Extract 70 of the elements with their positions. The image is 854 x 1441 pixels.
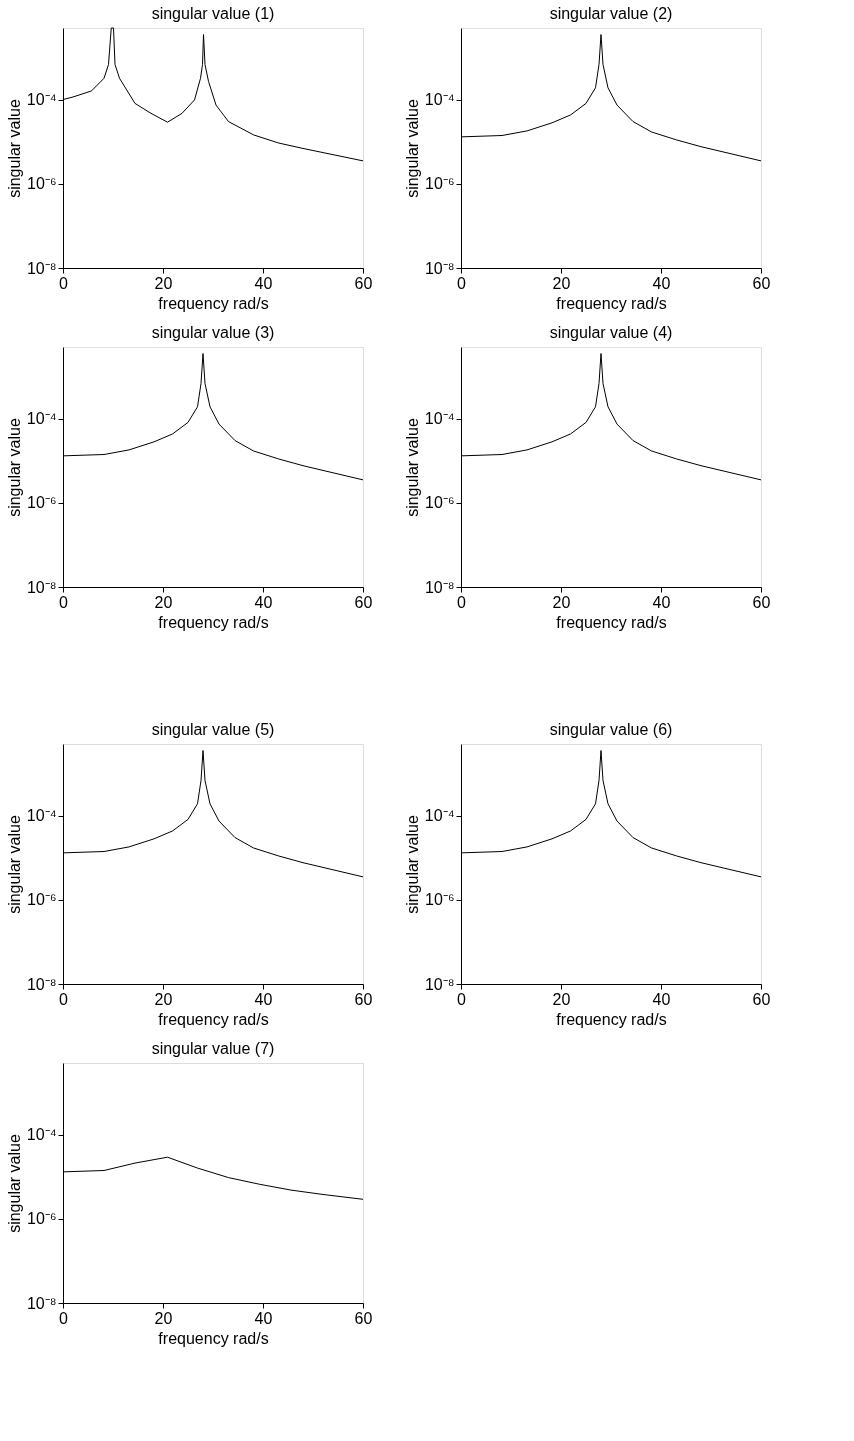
- x-tick-label: 60: [354, 1309, 373, 1327]
- y-tick-label: 10⁻⁸: [424, 578, 455, 596]
- x-tick-label: 40: [254, 990, 273, 1008]
- x-axis-title: frequency rad/s: [158, 294, 269, 312]
- y-tick-label: 10⁻⁴: [26, 91, 57, 109]
- x-axis-title: frequency rad/s: [158, 1010, 269, 1028]
- x-tick-label: 40: [254, 593, 273, 611]
- y-tick-label: 10⁻⁴: [26, 410, 57, 428]
- y-tick-label: 10⁻⁸: [26, 259, 57, 277]
- chart-title: singular value (7): [151, 1040, 275, 1057]
- y-tick-label: 10⁻⁶: [425, 494, 455, 512]
- y-tick-label: 10⁻⁴: [26, 1126, 57, 1144]
- y-axis-title: singular value: [5, 418, 23, 517]
- y-tick-label: 10⁻⁶: [425, 891, 455, 909]
- y-axis-title: singular value: [5, 99, 23, 198]
- x-tick-label: 0: [59, 593, 69, 611]
- x-tick-label: 0: [59, 990, 69, 1008]
- chart-title: singular value (6): [549, 721, 673, 738]
- y-axis-title: singular value: [403, 815, 421, 914]
- y-axis-title: singular value: [403, 99, 421, 198]
- x-tick-label: 60: [752, 274, 771, 292]
- x-tick-label: 40: [254, 274, 273, 292]
- x-tick-label: 40: [652, 274, 671, 292]
- chart-title: singular value (3): [151, 324, 275, 341]
- chart-title: singular value (2): [549, 5, 673, 22]
- x-tick-label: 20: [154, 274, 173, 292]
- x-tick-label: 60: [752, 593, 771, 611]
- x-axis-title: frequency rad/s: [556, 613, 667, 631]
- x-tick-label: 0: [457, 274, 467, 292]
- y-tick-label: 10⁻⁶: [27, 1210, 57, 1228]
- x-tick-label: 40: [652, 593, 671, 611]
- y-axis-title: singular value: [5, 1134, 23, 1233]
- y-tick-label: 10⁻⁶: [27, 175, 57, 193]
- x-axis-title: frequency rad/s: [158, 613, 269, 631]
- y-tick-label: 10⁻⁶: [27, 494, 57, 512]
- x-axis-title: frequency rad/s: [556, 1010, 667, 1028]
- x-tick-label: 20: [552, 593, 571, 611]
- x-tick-label: 0: [59, 274, 69, 292]
- x-tick-label: 40: [254, 1309, 273, 1327]
- x-tick-label: 60: [354, 593, 373, 611]
- chart-title: singular value (5): [151, 721, 275, 738]
- x-tick-label: 60: [354, 990, 373, 1008]
- y-tick-label: 10⁻⁶: [425, 175, 455, 193]
- y-tick-label: 10⁻⁴: [26, 807, 57, 825]
- x-tick-label: 20: [154, 1309, 173, 1327]
- y-tick-label: 10⁻⁸: [424, 259, 455, 277]
- y-tick-label: 10⁻⁶: [27, 891, 57, 909]
- y-tick-label: 10⁻⁴: [424, 91, 455, 109]
- chart-title: singular value (4): [549, 324, 673, 341]
- chart-title: singular value (1): [151, 4, 275, 22]
- x-axis-title: frequency rad/s: [158, 1329, 269, 1347]
- y-tick-label: 10⁻⁴: [424, 410, 455, 428]
- x-tick-label: 60: [752, 990, 771, 1008]
- y-tick-label: 10⁻⁸: [26, 578, 57, 596]
- x-axis-title: frequency rad/s: [556, 294, 667, 312]
- x-tick-label: 20: [552, 274, 571, 292]
- x-tick-label: 0: [457, 990, 467, 1008]
- y-axis-title: singular value: [5, 815, 23, 914]
- y-tick-label: 10⁻⁸: [26, 1294, 57, 1312]
- x-tick-label: 20: [154, 593, 173, 611]
- x-tick-label: 20: [552, 990, 571, 1008]
- x-tick-label: 40: [652, 990, 671, 1008]
- y-axis-title: singular value: [403, 418, 421, 517]
- x-tick-label: 20: [154, 990, 173, 1008]
- x-tick-label: 60: [354, 274, 373, 292]
- y-tick-label: 10⁻⁸: [424, 975, 455, 993]
- y-tick-label: 10⁻⁴: [424, 807, 455, 825]
- y-tick-label: 10⁻⁸: [26, 975, 57, 993]
- x-tick-label: 0: [457, 593, 467, 611]
- x-tick-label: 0: [59, 1309, 69, 1327]
